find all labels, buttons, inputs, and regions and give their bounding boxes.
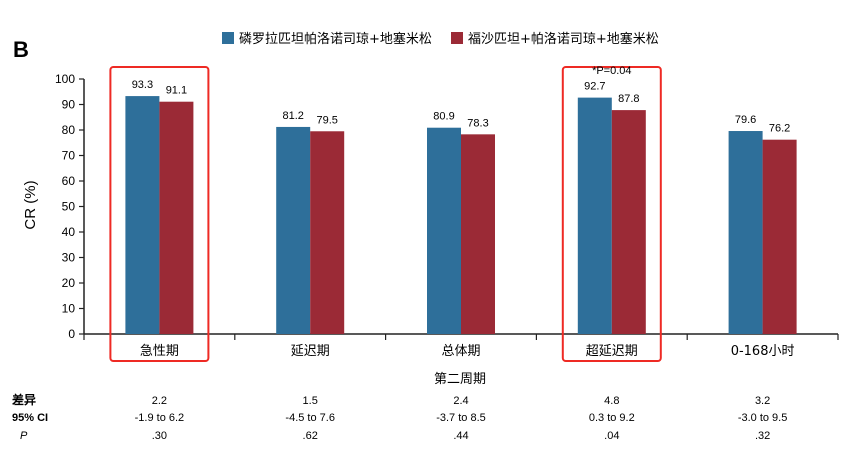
table-cell: -4.5 to 7.6 — [285, 412, 335, 424]
legend: 磷罗拉匹坦帕洛诺司琼+地塞米松 福沙匹坦+帕洛诺司琼+地塞米松 — [222, 31, 659, 47]
x-tick-label: 超延迟期 — [586, 344, 638, 359]
y-tick-label: 70 — [62, 149, 76, 163]
bar — [159, 101, 194, 334]
table-cell: 2.4 — [453, 395, 468, 407]
table-cell: .62 — [303, 430, 318, 442]
bar — [762, 139, 797, 334]
table-cell: 0.3 to 9.2 — [589, 412, 635, 424]
bar — [276, 126, 311, 334]
bar — [310, 131, 345, 334]
y-tick-label: 100 — [55, 72, 75, 86]
y-tick-label: 0 — [68, 327, 75, 341]
legend-label-series-1: 磷罗拉匹坦帕洛诺司琼+地塞米松 — [239, 31, 432, 47]
y-tick-label: 80 — [62, 123, 76, 137]
significance-annotation: *P=0.04 — [592, 65, 631, 77]
legend-label-series-2: 福沙匹坦+帕洛诺司琼+地塞米松 — [468, 31, 659, 47]
bar-value-label: 93.3 — [132, 79, 153, 91]
bar-value-label: 76.2 — [769, 123, 790, 135]
table-row-label-difference: 差异 — [11, 392, 36, 407]
table-cell: .04 — [604, 430, 619, 442]
table-cell: 2.2 — [152, 395, 167, 407]
highlight-box — [109, 66, 210, 362]
x-tick-label: 延迟期 — [291, 344, 330, 359]
y-tick-label: 60 — [62, 174, 76, 188]
y-tick-label: 40 — [62, 225, 76, 239]
bar-value-label: 91.1 — [166, 85, 187, 97]
table-cell: -1.9 to 6.2 — [135, 412, 185, 424]
y-axis: 0 10 20 30 40 50 60 70 80 90 100 — [55, 72, 85, 341]
table-cell: 1.5 — [303, 395, 318, 407]
x-tick-label: 急性期 — [140, 344, 179, 359]
bar-value-label: 87.8 — [618, 93, 639, 105]
bar-value-label: 92.7 — [584, 81, 605, 93]
bar-value-label: 80.9 — [433, 111, 454, 123]
y-axis-title: CR (%) — [22, 180, 39, 229]
bar — [728, 131, 763, 334]
bar-value-label: 79.6 — [735, 114, 756, 126]
table-cell: 4.8 — [604, 395, 619, 407]
y-tick-label: 10 — [62, 302, 76, 316]
highlight-boxes: *P=0.04 — [109, 65, 662, 362]
bar — [427, 127, 461, 334]
bars: 93.3 91.1 81.2 79.5 80.9 78.3 92.7 87.8 79.6 76.2 — [125, 79, 797, 335]
table-cell: -3.7 to 8.5 — [436, 412, 486, 424]
bar-value-label: 79.5 — [316, 114, 337, 126]
y-tick-label: 30 — [62, 251, 76, 265]
legend-swatch-series-1 — [222, 32, 234, 44]
highlight-box — [561, 66, 662, 362]
x-axis: 急性期 延迟期 总体期 超延迟期 0-168小时 — [83, 333, 839, 359]
stats-table: 差异 95% CI P 2.2 1.5 2.4 4.8 3.2 -1.9 to 6.2 -4… — [11, 392, 787, 442]
x-tick-label: 0-168小时 — [731, 344, 795, 359]
bar — [125, 96, 160, 335]
table-cell: .32 — [755, 430, 770, 442]
bar-value-label: 81.2 — [282, 110, 303, 122]
table-cell: .44 — [453, 430, 468, 442]
x-tick-label: 总体期 — [441, 344, 480, 359]
y-tick-label: 90 — [62, 98, 76, 112]
bar — [611, 110, 646, 334]
legend-swatch-series-2 — [451, 32, 463, 44]
x-axis-title: 第二周期 — [434, 372, 486, 387]
table-row-label-ci: 95% CI — [12, 412, 48, 424]
bar — [577, 97, 612, 335]
panel-label: B — [13, 37, 29, 62]
bar — [461, 134, 495, 334]
y-tick-label: 50 — [62, 200, 76, 214]
table-cell: .30 — [152, 430, 167, 442]
table-row-label-p: P — [20, 430, 28, 442]
table-cell: 3.2 — [755, 395, 770, 407]
bar-value-label: 78.3 — [467, 117, 488, 129]
y-tick-label: 20 — [62, 276, 76, 290]
table-cell: -3.0 to 9.5 — [738, 412, 788, 424]
